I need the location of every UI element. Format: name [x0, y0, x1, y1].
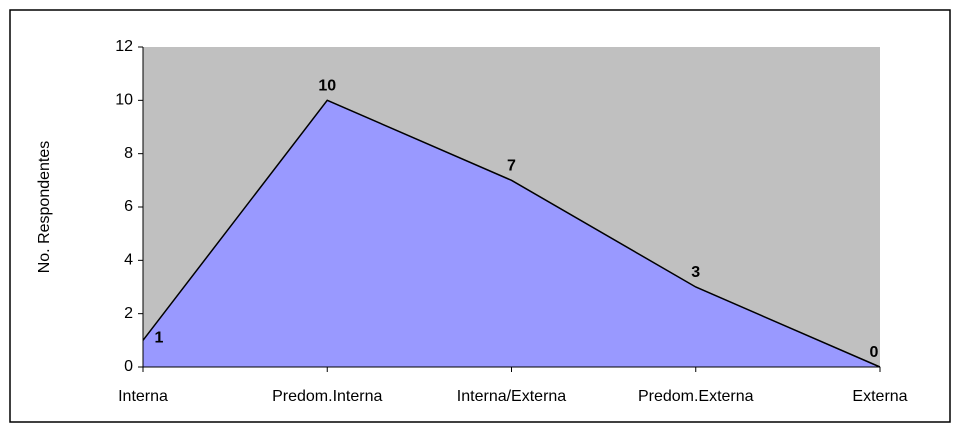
x-tick-label: Interna [118, 388, 168, 405]
y-tick-label: 10 [115, 92, 133, 109]
x-tick-label: Predom.Interna [272, 388, 382, 405]
data-label: 1 [155, 330, 164, 347]
data-label: 0 [870, 344, 879, 361]
data-label: 3 [691, 264, 700, 281]
line [142, 99, 881, 368]
y-tick-label: 12 [115, 38, 133, 55]
y-tick-label: 8 [124, 145, 133, 162]
y-tick-label: 4 [124, 252, 133, 269]
x-tick-label: Interna/Externa [457, 388, 567, 405]
y-tick-label: 0 [124, 358, 133, 375]
data-label: 10 [318, 78, 336, 95]
y-axis-label: No. Respondentes [36, 141, 53, 274]
y-tick-label: 6 [124, 198, 133, 215]
area [143, 100, 880, 367]
x-tick-label: Externa [852, 388, 907, 405]
data-label: 7 [507, 158, 516, 175]
x-tick-label: Predom.Externa [638, 388, 754, 405]
y-tick-label: 2 [124, 305, 133, 322]
